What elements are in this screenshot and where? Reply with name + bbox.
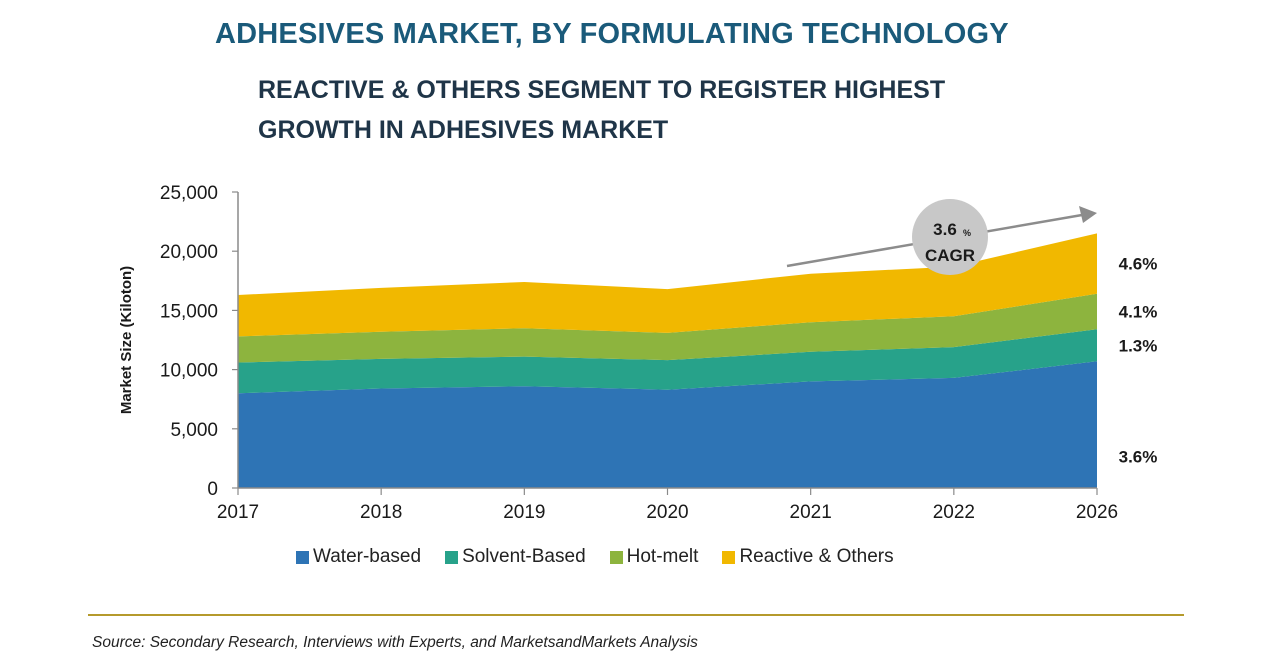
- legend-label-solvent-based: Solvent-Based: [462, 546, 586, 567]
- x-tick-label: 2018: [360, 502, 402, 523]
- legend-label-hot-melt: Hot-melt: [626, 546, 699, 567]
- chart-title: ADHESIVES MARKET, BY FORMULATING TECHNOL…: [215, 18, 1009, 50]
- cagr-badge-unit: %: [963, 228, 971, 238]
- cagr-label-hot-melt: 4.1%: [1119, 303, 1158, 322]
- area-hot-melt: [238, 293, 1097, 363]
- legend-label-water-based: Water-based: [313, 546, 422, 567]
- cagr-badge-label: CAGR: [925, 246, 975, 265]
- cagr-label-reactive-others: 4.6%: [1119, 255, 1158, 274]
- x-tick-label: 2021: [790, 502, 832, 523]
- cagr-label-water-based: 3.6%: [1119, 448, 1158, 467]
- x-tick-label: 2017: [217, 502, 259, 523]
- x-tick-label: 2026: [1076, 502, 1118, 523]
- y-tick-label: 0: [207, 479, 218, 500]
- y-tick-label: 20,000: [160, 242, 218, 263]
- legend-item-reactive-others: Reactive & Others: [722, 546, 894, 568]
- stacked-area-chart: 0 5,000 10,000 15,000 20,000 25,000 2017 2018 20…: [118, 183, 1158, 523]
- area-water-based: [238, 361, 1097, 488]
- growth-arrowhead: [1079, 206, 1097, 223]
- legend-label-reactive-others: Reactive & Others: [739, 546, 894, 567]
- x-tick-label: 2022: [933, 502, 975, 523]
- area-solvent-based: [238, 329, 1097, 394]
- y-tick-label: 15,000: [160, 301, 218, 322]
- y-tick-label: 5,000: [170, 420, 218, 441]
- cagr-badge-circle: [912, 199, 988, 275]
- cagr-badge-value: 3.6: [933, 220, 957, 239]
- legend-swatch-solvent-based: [445, 550, 459, 564]
- legend-item-solvent-based: Solvent-Based: [445, 546, 586, 568]
- legend-swatch-reactive-others: [722, 550, 736, 564]
- x-tick-label: 2020: [646, 502, 688, 523]
- legend-item-hot-melt: Hot-melt: [609, 546, 699, 568]
- legend-swatch-water-based: [296, 550, 309, 564]
- chart-subtitle: REACTIVE & OTHERS SEGMENT TO REGISTER HI…: [258, 76, 946, 144]
- y-tick-label: 10,000: [160, 361, 218, 382]
- cagr-label-solvent-based: 1.3%: [1119, 336, 1158, 355]
- legend-item-water-based: Water-based: [296, 546, 421, 568]
- y-tick-label: 25,000: [160, 183, 218, 204]
- legend-swatch-hot-melt: [609, 550, 623, 564]
- footer-divider: [88, 614, 1184, 616]
- chart-legend: Water-based Solvent-Based Hot-melt React…: [296, 546, 918, 568]
- y-axis-title: Market Size (Kiloton): [118, 266, 135, 414]
- x-tick-label: 2019: [503, 502, 545, 523]
- area-reactive-others: [238, 233, 1097, 337]
- source-note: Source: Secondary Research, Interviews w…: [92, 634, 698, 651]
